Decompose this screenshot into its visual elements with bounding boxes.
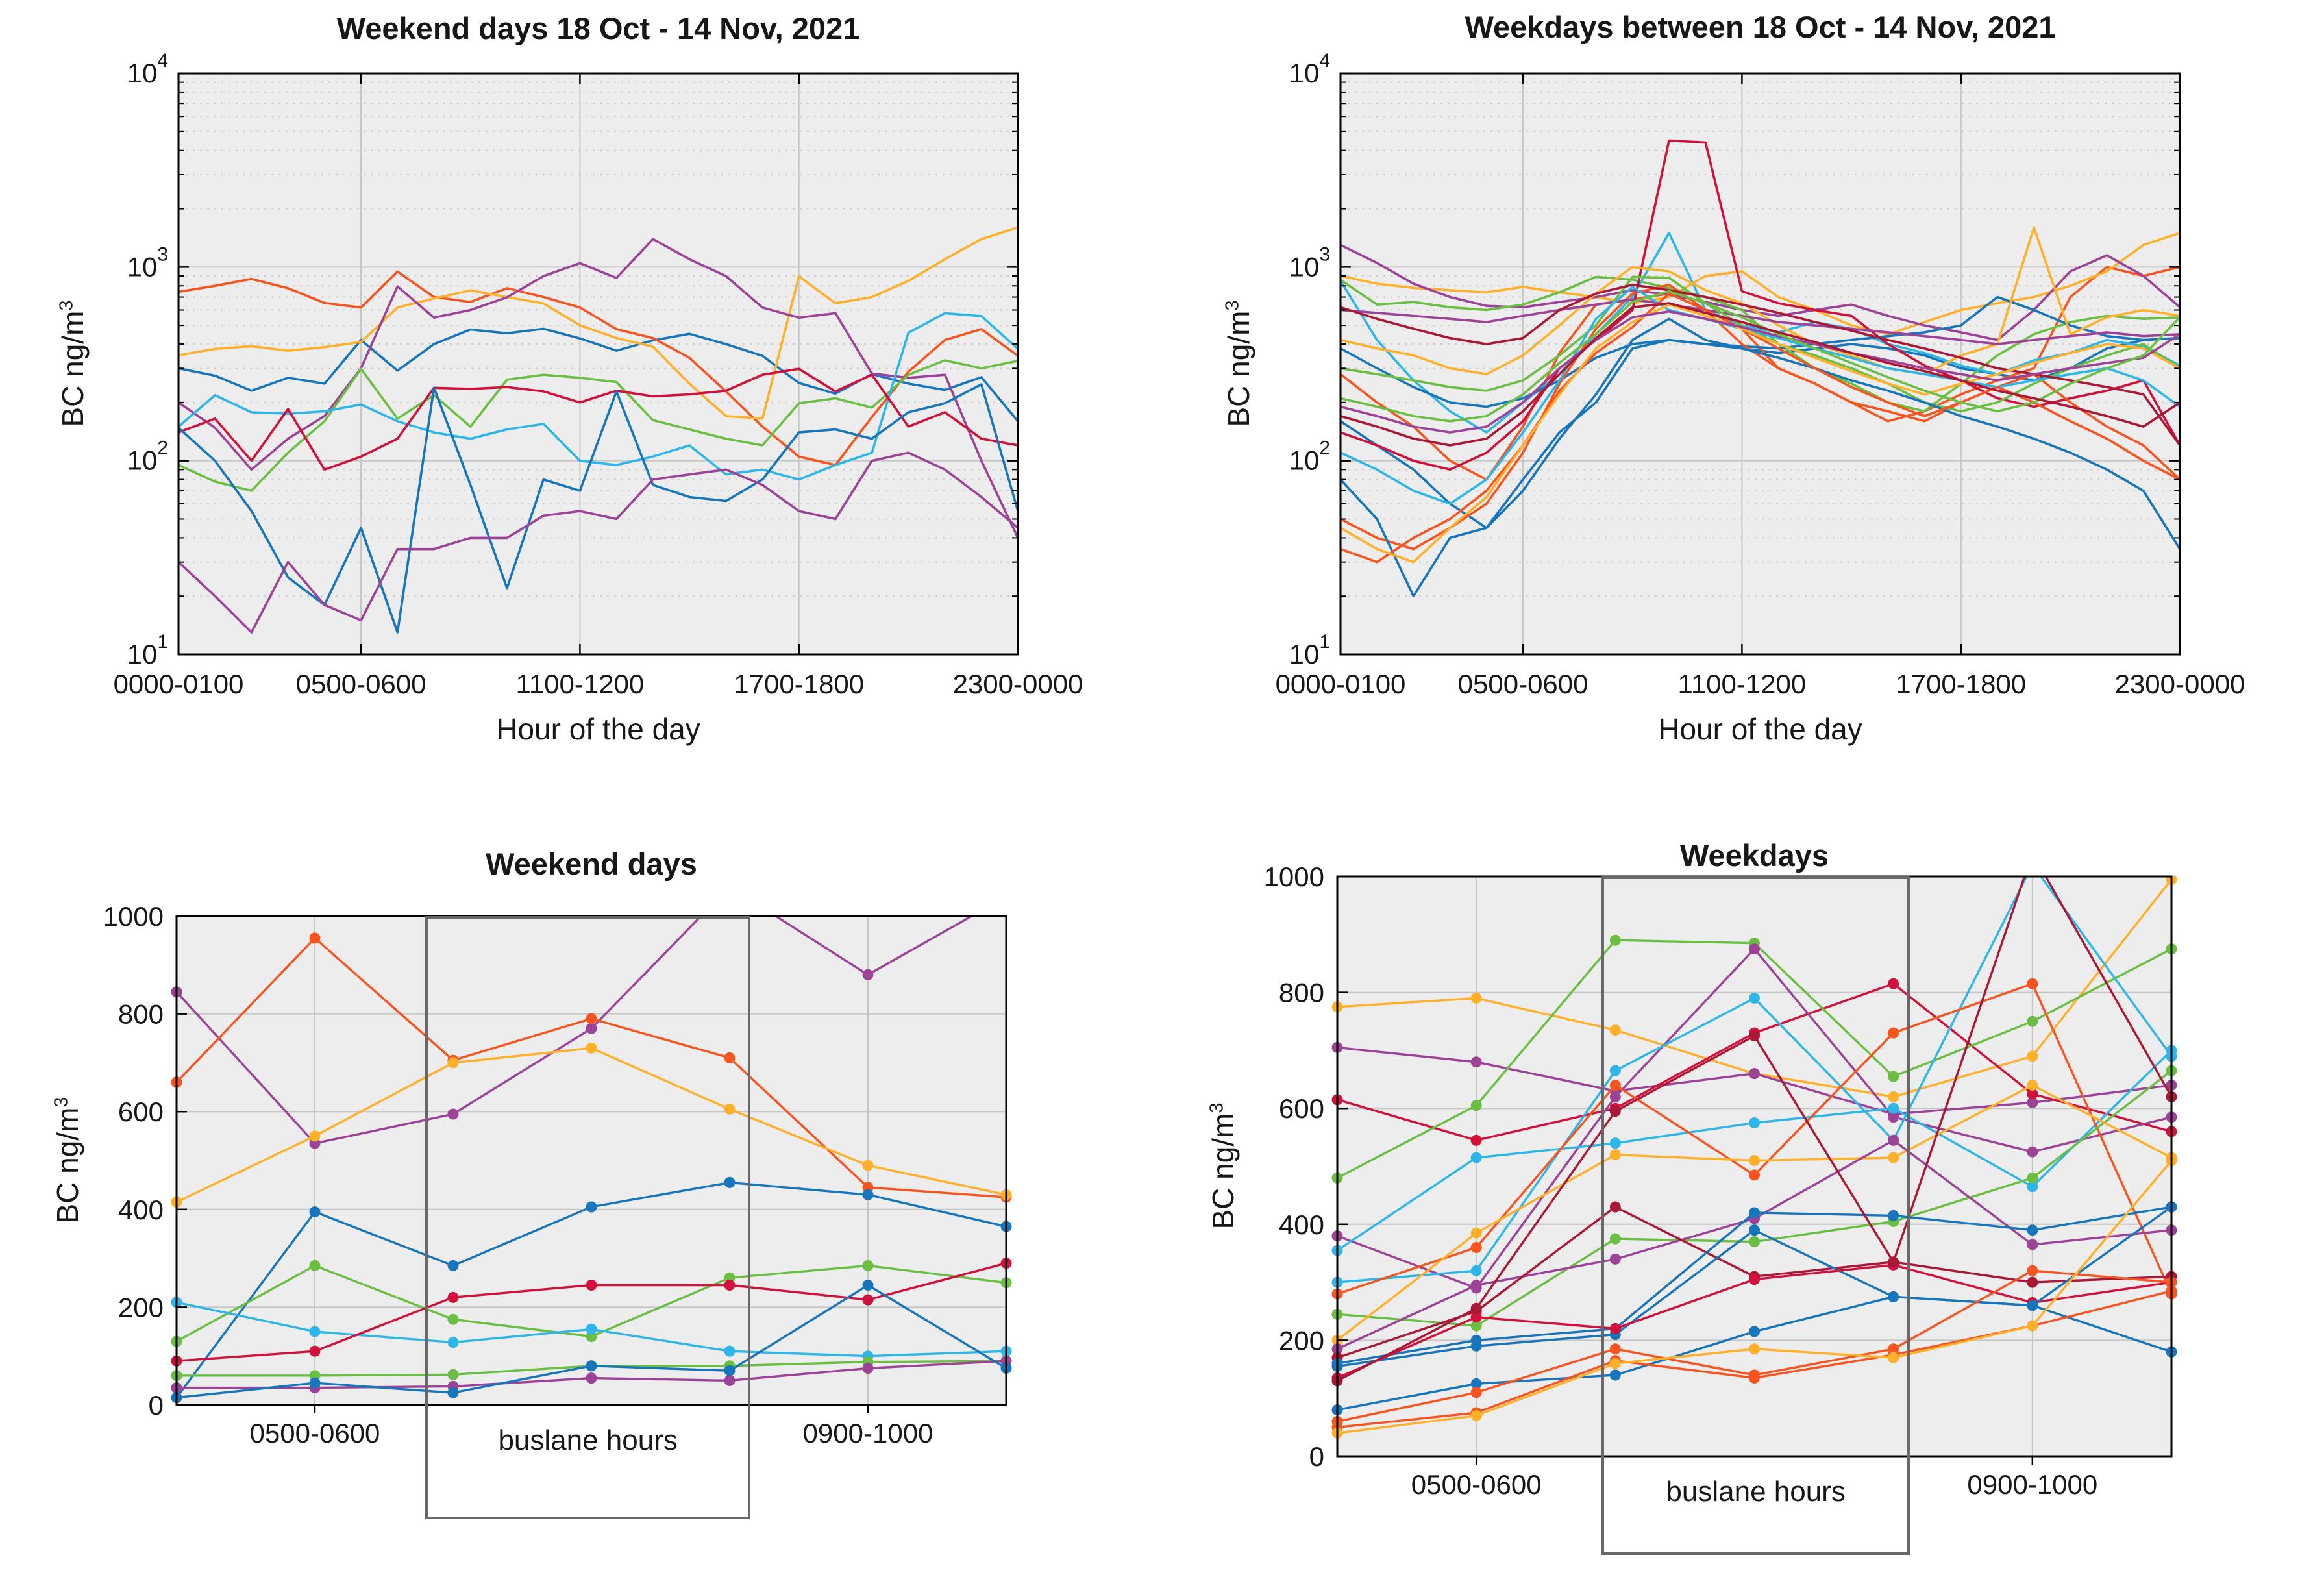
svg-text:0: 0	[1309, 1441, 1324, 1472]
svg-text:0500-0600: 0500-0600	[296, 669, 426, 699]
svg-text:800: 800	[118, 999, 164, 1030]
svg-text:0000-0100: 0000-0100	[114, 669, 244, 699]
svg-text:400: 400	[118, 1195, 164, 1225]
x-axis-label: Hour of the day	[496, 712, 700, 746]
svg-text:1100-1200: 1100-1200	[1678, 669, 1807, 699]
svg-text:2300-0000: 2300-0000	[2115, 669, 2245, 699]
svg-text:600: 600	[118, 1097, 164, 1127]
plot-area-weekday-morning: 0500-0600 0900-1000 0 200 400 600 800 1000	[1264, 862, 2177, 1500]
buslane-hours-label: buslane hours	[1666, 1476, 1846, 1508]
plot-area-weekend-log: 0000-0100 0500-0600 1100-1200 1700-1800 2300…	[114, 50, 1083, 699]
svg-text:0500-0600: 0500-0600	[1458, 669, 1588, 699]
buslane-hours-box: buslane hours	[1601, 876, 1910, 1555]
svg-text:400: 400	[1279, 1210, 1324, 1240]
y-axis-label: BC ng/m3	[56, 300, 90, 427]
svg-text:200: 200	[1279, 1325, 1324, 1356]
svg-text:1000: 1000	[1264, 862, 1324, 892]
chart-title-weekend-morning: Weekend days	[486, 847, 697, 881]
svg-text:0900-1000: 0900-1000	[803, 1418, 933, 1448]
svg-text:200: 200	[118, 1292, 164, 1322]
svg-text:102: 102	[1289, 438, 1330, 476]
svg-text:104: 104	[1289, 50, 1330, 88]
svg-text:1700-1800: 1700-1800	[734, 669, 864, 699]
svg-text:101: 101	[1289, 631, 1330, 669]
svg-text:0: 0	[149, 1390, 164, 1421]
svg-text:0900-1000: 0900-1000	[1967, 1469, 2097, 1500]
svg-text:1000: 1000	[103, 901, 164, 932]
buslane-hours-box: buslane hours	[425, 916, 750, 1519]
chart-title-weekend-log: Weekend days 18 Oct - 14 Nov, 2021	[336, 11, 860, 45]
svg-text:102: 102	[127, 438, 168, 476]
svg-text:0500-0600: 0500-0600	[1411, 1469, 1542, 1500]
svg-text:103: 103	[127, 243, 168, 282]
svg-text:0500-0600: 0500-0600	[250, 1418, 380, 1448]
y-axis-label: BC ng/m3	[51, 1097, 84, 1224]
plot-area-weekday-log: 0000-0100 0500-0600 1100-1200 1700-1800 2300…	[1276, 50, 2245, 699]
plot-area-weekend-morning: 0500-0600 0900-1000 0 200 400 600 800 1000	[103, 901, 1012, 1448]
svg-text:103: 103	[1289, 243, 1330, 282]
svg-text:2300-0000: 2300-0000	[953, 669, 1083, 699]
y-axis-label: BC ng/m3	[1206, 1102, 1240, 1230]
svg-text:600: 600	[1279, 1093, 1324, 1124]
chart-title-weekday-log: Weekdays between 18 Oct - 14 Nov, 2021	[1465, 10, 2056, 44]
chart-title-weekday-morning: Weekdays	[1679, 838, 1829, 873]
svg-text:0000-0100: 0000-0100	[1276, 669, 1406, 699]
y-axis-label: BC ng/m3	[1222, 300, 1255, 427]
x-axis-label: Hour of the day	[1658, 712, 1862, 746]
svg-text:101: 101	[127, 631, 168, 669]
buslane-hours-label: buslane hours	[498, 1424, 678, 1456]
svg-text:800: 800	[1279, 978, 1324, 1008]
svg-text:1100-1200: 1100-1200	[516, 669, 645, 699]
svg-text:104: 104	[127, 50, 168, 88]
svg-text:1700-1800: 1700-1800	[1896, 669, 2026, 699]
